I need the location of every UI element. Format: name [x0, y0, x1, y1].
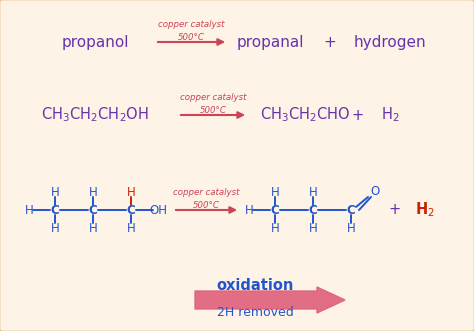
Text: C: C: [51, 204, 59, 216]
Text: C: C: [271, 204, 279, 216]
Text: H: H: [127, 185, 136, 199]
Text: H: H: [127, 221, 136, 234]
FancyArrow shape: [195, 287, 345, 313]
Text: H: H: [309, 185, 318, 199]
Text: C: C: [127, 204, 136, 216]
Text: 2H removed: 2H removed: [217, 307, 293, 319]
Text: propanal: propanal: [236, 34, 304, 50]
Text: hydrogen: hydrogen: [354, 34, 426, 50]
Text: CH$_3$CH$_2$CHO: CH$_3$CH$_2$CHO: [260, 106, 350, 124]
Text: H$_2$: H$_2$: [381, 106, 399, 124]
Text: +: +: [389, 203, 401, 217]
Text: H: H: [271, 185, 279, 199]
Text: propanol: propanol: [61, 34, 129, 50]
Text: OH: OH: [149, 204, 167, 216]
Text: +: +: [324, 34, 337, 50]
Text: +: +: [352, 108, 364, 122]
Text: H: H: [245, 204, 254, 216]
Text: O: O: [370, 184, 380, 198]
Text: C: C: [346, 204, 356, 216]
Text: CH$_3$CH$_2$CH$_2$OH: CH$_3$CH$_2$CH$_2$OH: [41, 106, 149, 124]
Text: copper catalyst
500°C: copper catalyst 500°C: [173, 188, 240, 210]
Text: H: H: [271, 221, 279, 234]
Text: H: H: [51, 221, 59, 234]
Text: copper catalyst
500°C: copper catalyst 500°C: [180, 93, 246, 115]
Text: oxidation: oxidation: [216, 278, 294, 294]
Text: H: H: [89, 221, 97, 234]
Text: H: H: [51, 185, 59, 199]
Text: copper catalyst
500°C: copper catalyst 500°C: [158, 20, 225, 42]
Text: H: H: [25, 204, 33, 216]
Text: C: C: [89, 204, 97, 216]
Text: H: H: [309, 221, 318, 234]
Text: H$_2$: H$_2$: [415, 201, 435, 219]
Text: H: H: [89, 185, 97, 199]
Text: C: C: [309, 204, 318, 216]
Text: H: H: [346, 221, 356, 234]
